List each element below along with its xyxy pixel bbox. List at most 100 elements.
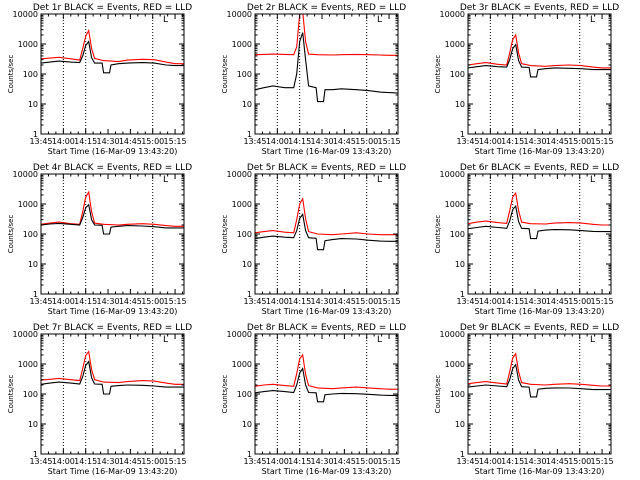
y-tick-label: 10 bbox=[455, 260, 465, 269]
x-tick-label: 13:45 bbox=[456, 297, 479, 306]
x-axis-label: Start Time (16-Mar-09 13:43:20) bbox=[48, 147, 178, 156]
corner-mark: L bbox=[163, 175, 168, 185]
corner-mark: L bbox=[590, 335, 595, 345]
x-tick-label: 15:00 bbox=[568, 297, 591, 306]
x-tick-label: 14:30 bbox=[97, 137, 120, 146]
x-axis-label: Start Time (16-Mar-09 13:43:20) bbox=[475, 307, 605, 316]
y-tick-label: 1000 bbox=[232, 360, 252, 369]
y-tick-label: 1000 bbox=[445, 200, 465, 209]
x-tick-label: 15:00 bbox=[355, 457, 378, 466]
y-tick-label: 100 bbox=[450, 70, 465, 79]
y-tick-label: 1 bbox=[33, 290, 38, 299]
y-tick-label: 10000 bbox=[227, 10, 252, 19]
x-tick-label: 14:45 bbox=[119, 297, 142, 306]
corner-mark: L bbox=[590, 15, 595, 25]
x-tick-label: 15:00 bbox=[568, 457, 591, 466]
x-axis-label: Start Time (16-Mar-09 13:43:20) bbox=[262, 147, 392, 156]
series-line-lld bbox=[468, 191, 611, 226]
x-tick-label: 14:45 bbox=[546, 137, 569, 146]
chart-title: Det 3r BLACK = Events, RED = LLD bbox=[460, 3, 619, 13]
x-axis-label: Start Time (16-Mar-09 13:43:20) bbox=[48, 307, 178, 316]
x-tick-label: 14:45 bbox=[119, 137, 142, 146]
y-tick-label: 10000 bbox=[227, 330, 252, 339]
x-tick-label: 14:15 bbox=[288, 297, 311, 306]
y-tick-label: 1 bbox=[247, 290, 252, 299]
y-tick-label: 10000 bbox=[440, 10, 465, 19]
y-tick-label: 10 bbox=[455, 420, 465, 429]
x-tick-label: 14:30 bbox=[311, 137, 334, 146]
x-tick-label: 13:45 bbox=[29, 297, 52, 306]
x-tick-label: 14:45 bbox=[333, 297, 356, 306]
chart-title: Det 1r BLACK = Events, RED = LLD bbox=[33, 3, 192, 13]
y-tick-label: 1000 bbox=[18, 360, 38, 369]
y-tick-label: 1000 bbox=[445, 360, 465, 369]
series-line-events bbox=[255, 367, 398, 403]
y-tick-label: 1000 bbox=[232, 40, 252, 49]
y-axis-label: Counts/sec bbox=[434, 375, 442, 414]
y-tick-label: 10 bbox=[455, 100, 465, 109]
series-line-events bbox=[41, 360, 184, 395]
x-tick-label: 14:15 bbox=[501, 297, 524, 306]
y-tick-label: 10 bbox=[242, 260, 252, 269]
plot-frame bbox=[40, 173, 185, 295]
x-tick-label: 13:45 bbox=[456, 457, 479, 466]
x-tick-label: 13:45 bbox=[29, 137, 52, 146]
x-tick-label: 14:30 bbox=[524, 457, 547, 466]
series-line-lld bbox=[468, 33, 611, 69]
x-tick-label: 14:15 bbox=[501, 137, 524, 146]
x-axis-label: Start Time (16-Mar-09 13:43:20) bbox=[475, 467, 605, 476]
chart-title: Det 7r BLACK = Events, RED = LLD bbox=[33, 323, 192, 333]
y-tick-label: 10 bbox=[28, 420, 38, 429]
y-tick-label: 10 bbox=[242, 420, 252, 429]
series-line-events bbox=[468, 363, 611, 398]
x-tick-label: 14:00 bbox=[266, 137, 289, 146]
y-tick-label: 1 bbox=[247, 450, 252, 459]
y-tick-label: 100 bbox=[23, 70, 38, 79]
chart-title: Det 5r BLACK = Events, RED = LLD bbox=[247, 163, 406, 173]
x-tick-label: 14:30 bbox=[97, 457, 120, 466]
y-tick-label: 10 bbox=[28, 260, 38, 269]
y-axis-label: Counts/sec bbox=[221, 215, 229, 254]
y-tick-label: 10000 bbox=[440, 170, 465, 179]
x-tick-label: 15:15 bbox=[378, 457, 401, 466]
chart-title: Det 2r BLACK = Events, RED = LLD bbox=[247, 3, 406, 13]
series-line-lld bbox=[468, 352, 611, 387]
y-tick-label: 1 bbox=[33, 450, 38, 459]
series-line-lld bbox=[255, 353, 398, 390]
plot-frame bbox=[467, 13, 612, 135]
x-tick-label: 14:30 bbox=[311, 457, 334, 466]
x-tick-label: 15:00 bbox=[355, 137, 378, 146]
y-axis-label: Counts/sec bbox=[434, 215, 442, 254]
y-tick-label: 100 bbox=[23, 230, 38, 239]
y-tick-label: 1 bbox=[460, 450, 465, 459]
y-axis-label: Counts/sec bbox=[434, 55, 442, 94]
x-tick-label: 15:00 bbox=[141, 457, 164, 466]
y-tick-label: 1 bbox=[460, 130, 465, 139]
x-tick-label: 14:15 bbox=[74, 457, 97, 466]
x-tick-label: 14:15 bbox=[288, 457, 311, 466]
series-line-events bbox=[255, 213, 398, 251]
series-line-events bbox=[468, 43, 611, 78]
corner-mark: L bbox=[377, 335, 382, 345]
y-tick-label: 10 bbox=[242, 100, 252, 109]
chart-title: Det 6r BLACK = Events, RED = LLD bbox=[460, 163, 619, 173]
plot-frame bbox=[254, 173, 399, 295]
x-tick-label: 14:30 bbox=[524, 137, 547, 146]
series-line-events bbox=[41, 40, 184, 74]
x-tick-label: 14:45 bbox=[333, 137, 356, 146]
y-axis-label: Counts/sec bbox=[221, 375, 229, 414]
x-tick-label: 15:00 bbox=[355, 297, 378, 306]
x-tick-label: 14:00 bbox=[52, 457, 75, 466]
y-tick-label: 10000 bbox=[13, 170, 38, 179]
y-tick-label: 10 bbox=[28, 100, 38, 109]
x-tick-label: 15:00 bbox=[141, 297, 164, 306]
x-tick-label: 14:00 bbox=[479, 297, 502, 306]
y-tick-label: 1000 bbox=[232, 200, 252, 209]
y-tick-label: 100 bbox=[237, 230, 252, 239]
x-tick-label: 14:00 bbox=[479, 457, 502, 466]
